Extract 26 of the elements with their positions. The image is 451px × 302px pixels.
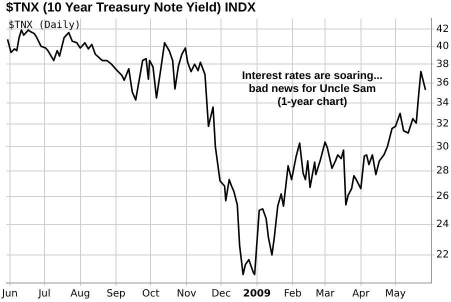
x-tick-label: Apr bbox=[352, 288, 370, 300]
x-tick-label: May bbox=[385, 288, 406, 300]
y-tick-label: 26 bbox=[436, 191, 450, 202]
x-tick-label: Jun bbox=[1, 288, 18, 300]
x-tick-label: Feb bbox=[284, 288, 302, 300]
y-tick-label: 30 bbox=[436, 141, 450, 152]
y-tick-label: 22 bbox=[436, 250, 450, 261]
y-tick-label: 24 bbox=[436, 219, 450, 230]
x-tick-label: Mar bbox=[316, 288, 336, 300]
chart-title: $TNX (10 Year Treasury Note Yield) INDX bbox=[6, 0, 256, 14]
x-tick-label: Dec bbox=[211, 288, 231, 300]
y-tick-label: 40 bbox=[436, 40, 450, 52]
x-tick-label: Oct bbox=[142, 288, 160, 300]
x-tick-label: 2009 bbox=[243, 288, 271, 300]
x-tick-label: Nov bbox=[176, 288, 196, 300]
y-tick-label: 42 bbox=[436, 24, 450, 35]
y-tick-label: 36 bbox=[436, 78, 450, 89]
annotation: Interest rates are soaring... bad news for Uncle Sam (1-year chart) bbox=[242, 70, 383, 108]
y-tick-label: 38 bbox=[436, 58, 450, 70]
y-tick-label: 34 bbox=[436, 98, 450, 109]
x-tick-label: Sep bbox=[106, 288, 126, 300]
x-tick-label: Jul bbox=[37, 288, 51, 300]
y-tick-label: 28 bbox=[436, 165, 450, 176]
annotation: $TNX (Daily) bbox=[8, 20, 81, 32]
x-tick-label: Aug bbox=[70, 288, 90, 300]
y-tick-label: 32 bbox=[436, 118, 450, 130]
